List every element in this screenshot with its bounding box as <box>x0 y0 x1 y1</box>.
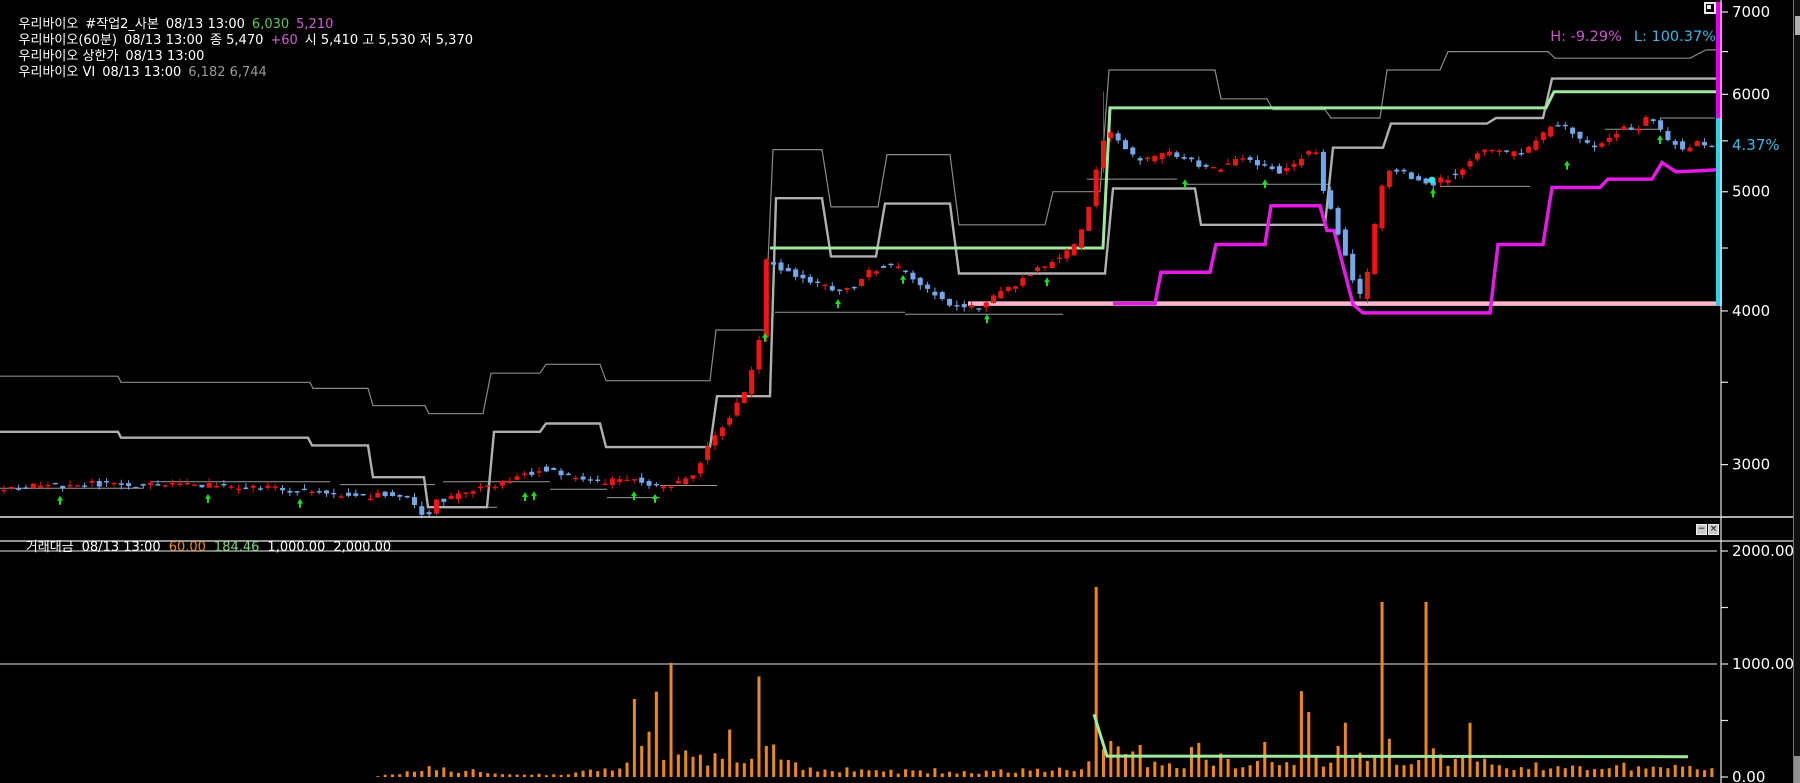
datetime-4: 08/13 13:00 <box>102 65 182 81</box>
vertical-scrollbar[interactable] <box>1793 0 1800 783</box>
study-label: #작업2_사본 <box>85 17 159 33</box>
volume-value4: 2,000.00 <box>333 540 392 555</box>
axis-label: 4.37% <box>1732 136 1780 154</box>
volume-value3: 1,000.00 <box>267 540 326 555</box>
axis-label: 5000 <box>1732 183 1770 201</box>
volume-title: 거래대금 <box>25 540 74 555</box>
buy-signal-icon <box>1262 179 1268 189</box>
axis-label: 3000 <box>1732 456 1770 474</box>
buy-signal-icon <box>652 493 658 503</box>
axis-label: 0.00 <box>1732 768 1765 783</box>
range-bar-lower <box>1716 118 1722 306</box>
buy-signal-icon <box>631 491 637 501</box>
buy-signal-icon <box>1182 179 1188 189</box>
buy-signal-icon <box>900 274 906 284</box>
volume-average-line <box>1092 713 1689 759</box>
buy-signal-icon <box>531 491 537 501</box>
datetime-1: 08/13 13:00 <box>165 17 245 33</box>
buy-signal-icon <box>1564 160 1570 170</box>
symbol-timeframe: 우리바이오(60분) <box>18 33 117 49</box>
axis-label: 4000 <box>1732 302 1770 320</box>
green-band-line <box>770 90 1717 250</box>
scrollbar-button[interactable] <box>1794 756 1800 783</box>
legend-line-3: 우리바이오 상한가 08/13 13:00 <box>2 33 211 82</box>
datetime-3: 08/13 13:00 <box>125 49 205 65</box>
minimize-icon[interactable]: − <box>1696 524 1707 535</box>
high-percent-label: H: -9.29% <box>1550 29 1622 45</box>
buy-signal-icon <box>984 314 990 324</box>
close-icon[interactable]: × <box>1708 524 1719 535</box>
volume-green-value: 184.46 <box>213 540 260 555</box>
close-value: 종 5,470 <box>210 33 264 49</box>
axis-label: 6000 <box>1732 85 1770 103</box>
buy-signal-icon <box>522 492 528 502</box>
candles-layer <box>1 91 1715 519</box>
axis-label: 7000 <box>1732 3 1770 21</box>
cyan-dot-icon <box>1428 176 1436 184</box>
buy-signal-icon <box>205 493 211 503</box>
scrollbar-thumb[interactable] <box>1795 16 1800 35</box>
vi-values: 6,182 6,744 <box>188 65 267 81</box>
volume-bars-layer <box>376 586 1714 777</box>
legend-line-1: 우리바이오 #작업2_사본 08/13 13:00 6,030 5,210 <box>2 1 340 50</box>
range-percent-labels: H: -9.29% L: 100.37% <box>1460 13 1716 61</box>
symbol-name: 우리바이오 <box>18 17 79 33</box>
buy-signal-icon <box>297 498 303 508</box>
buy-signal-icon <box>57 495 63 505</box>
vi-lower-line <box>0 77 1717 509</box>
buy-signal-icon <box>1430 188 1436 198</box>
volume-orange-value: 60.00 <box>168 540 206 555</box>
axis-label: 1000.00 <box>1732 655 1794 673</box>
maximize-icon[interactable] <box>1704 2 1716 14</box>
volume-legend: 거래대금 08/13 13:00 60.00 184.46 1,000.00 2,000.… <box>1 521 399 570</box>
legend-line-4: 우리바이오 VI 08/13 13:00 6,182 6,744 <box>2 49 274 98</box>
vi-study-name: 우리바이오 VI <box>18 65 96 81</box>
buy-signal-icon <box>1044 277 1050 287</box>
volume-datetime: 08/13 13:00 <box>81 540 161 555</box>
low-percent-label: L: 100.37% <box>1633 29 1716 45</box>
buy-signal-icon <box>762 332 768 342</box>
change-value: +60 <box>270 33 298 49</box>
magenta-band-line <box>1113 160 1718 315</box>
buy-signal-icon <box>835 299 841 309</box>
datetime-2: 08/13 13:00 <box>123 33 204 49</box>
magenta-line-value: 5,210 <box>296 17 334 33</box>
maximize-glyph <box>1707 5 1711 9</box>
buy-signal-icon <box>1657 135 1663 145</box>
limit-study-name: 우리바이오 상한가 <box>18 49 119 65</box>
legend-line-2: 우리바이오(60분) 08/13 13:00 종 5,470 +60 시 5,410 고… <box>2 17 480 66</box>
vi-upper-line <box>0 49 1717 415</box>
green-line-value: 6,030 <box>251 17 290 33</box>
ohl-values: 시 5,410 고 5,530 저 5,370 <box>304 33 473 49</box>
volume-panel-header: 거래대금 08/13 13:00 60.00 184.46 1,000.00 2,000.… <box>0 519 1719 555</box>
range-bar-upper <box>1716 2 1722 118</box>
axis-label: 2000.00 <box>1732 542 1794 560</box>
